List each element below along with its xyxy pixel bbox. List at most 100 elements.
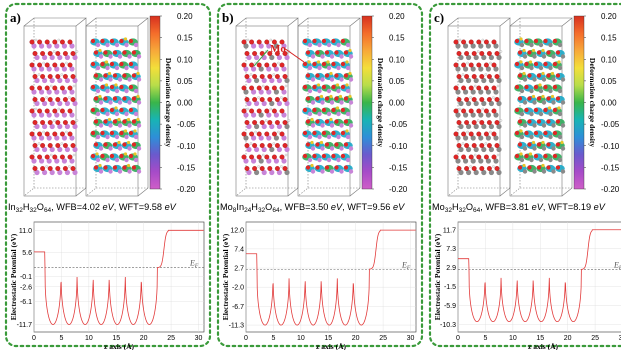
oxygen-atom (264, 62, 270, 68)
oxygen-atom (241, 154, 247, 160)
oxygen-atom (128, 38, 134, 44)
oxygen-atom (244, 143, 250, 148)
oxygen-atom (32, 120, 38, 125)
hydrogen-atom (280, 165, 283, 168)
oxygen-atom (483, 108, 489, 114)
x-tick-label: 0 (456, 335, 460, 342)
metal-atom (339, 54, 344, 59)
oxygen-atom (464, 74, 470, 79)
oxygen-atom (62, 74, 68, 79)
metal-atom (538, 65, 544, 71)
molybdenum-atom (458, 77, 464, 84)
x-tick-label: 15 (324, 335, 332, 342)
indium-atom (69, 112, 75, 118)
indium-atom (281, 135, 287, 141)
molybdenum-atom (478, 112, 484, 118)
metal-atom (95, 157, 101, 163)
colorbar-tick: -0.20 (389, 185, 408, 194)
metal-atom (541, 123, 547, 128)
panel-letter: c) (434, 10, 444, 25)
metal-atom (320, 146, 325, 151)
oxygen-atom (131, 142, 137, 147)
oxygen-atom (491, 39, 497, 45)
oxygen-atom (52, 39, 58, 45)
y-tick-label: 5.6 (22, 250, 32, 257)
oxygen-atom (244, 120, 250, 125)
oxygen-atom (546, 119, 551, 124)
formula-element: H (23, 202, 30, 212)
oxygen-atom (461, 85, 467, 91)
oxygen-atom (486, 166, 492, 171)
indium-atom (251, 43, 257, 49)
panel-letter: b) (222, 10, 234, 25)
oxygen-atom (103, 50, 108, 55)
metal-atom (117, 77, 123, 82)
oxygen-atom (543, 130, 548, 136)
charge-lobe-yellow (335, 106, 340, 110)
oxygen-atom (70, 166, 76, 171)
plot-area (245, 221, 417, 333)
molybdenum-atom (485, 135, 491, 141)
oxygen-atom (70, 143, 76, 148)
oxygen-atom (479, 143, 485, 148)
x-tick-label: 5 (59, 335, 63, 342)
panel-1: a) Deformation charge density 0.20 0.15 0.10… (4, 2, 212, 350)
indium-atom (61, 43, 67, 49)
metal-atom (551, 146, 556, 151)
molybdenum-atom (496, 54, 502, 61)
hydrogen-atom (254, 130, 257, 134)
colorbar-tick: 0.20 (177, 12, 193, 21)
wfb-unit: eV (328, 202, 343, 212)
charge-lobe-yellow (519, 60, 523, 64)
oxygen-atom (533, 130, 539, 136)
colorbar-tick: 0.15 (177, 34, 193, 43)
hydrogen-atom (272, 142, 276, 145)
oxygen-atom (112, 119, 118, 124)
oxygen-atom (340, 38, 346, 44)
indium-atom (39, 66, 45, 72)
charge-lobe-yellow (522, 71, 526, 76)
metal-atom (108, 146, 113, 151)
oxygen-atom (264, 85, 270, 91)
oxygen-atom (40, 120, 46, 125)
oxygen-atom (252, 143, 258, 148)
indium-atom (72, 146, 78, 153)
metal-atom (133, 88, 139, 94)
hydrogen-atom (249, 142, 253, 145)
oxygen-atom (252, 120, 258, 125)
colorbar-tick: 0.00 (177, 99, 193, 108)
oxygen-atom (264, 39, 270, 45)
oxygen-atom (103, 96, 108, 101)
indium-atom (281, 112, 287, 118)
oxygen-atom (47, 166, 53, 171)
indium-atom (251, 89, 257, 95)
indium-atom (39, 158, 45, 164)
indium-atom (61, 112, 67, 118)
oxygen-atom (456, 97, 462, 102)
cell-box-front (297, 25, 351, 197)
fermi-level-label: EF (401, 260, 411, 271)
oxygen-atom (44, 62, 50, 68)
metal-atom (307, 134, 313, 140)
molybdenum-atom (455, 89, 461, 95)
oxygen-atom (62, 120, 68, 125)
hydrogen-atom (277, 130, 280, 134)
oxygen-atom (249, 131, 255, 137)
oxygen-atom (259, 74, 265, 79)
molybdenum-atom (470, 43, 476, 49)
oxygen-atom (259, 97, 265, 102)
oxygen-atom (321, 38, 327, 44)
formula-subscript: 64 (272, 207, 280, 214)
oxygen-atom (514, 130, 520, 136)
formula-element: Mo (432, 202, 445, 212)
oxygen-atom (483, 39, 489, 45)
wft-value: 9.58 (144, 202, 162, 212)
molybdenum-atom (496, 169, 502, 176)
oxygen-atom (282, 51, 288, 56)
oxygen-atom (55, 97, 61, 102)
molybdenum-atom (455, 158, 461, 164)
hydrogen-atom (49, 84, 53, 88)
cell-box-hidden (447, 18, 510, 197)
oxygen-atom (47, 74, 53, 79)
molybdenum-atom (481, 54, 487, 61)
